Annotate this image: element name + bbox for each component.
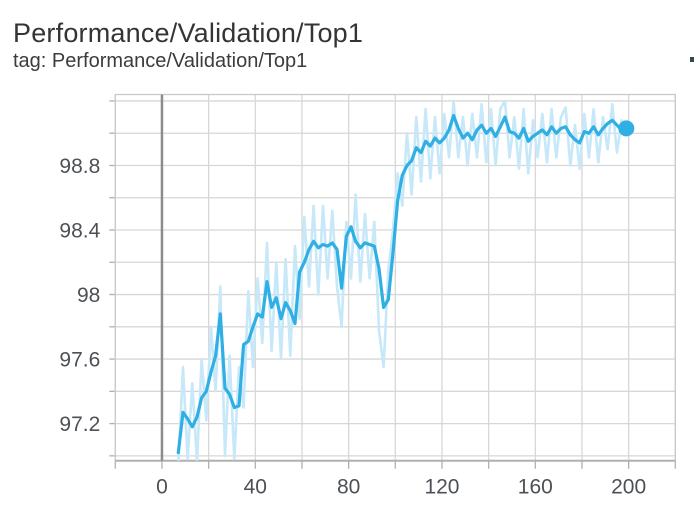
series-group [176,99,628,461]
smoothed-series-line [176,113,628,455]
card-tag: tag: Performance/Validation/Top1 [13,50,308,72]
raw-series-line [177,99,628,461]
x-tick-label: 120 [424,476,459,499]
y-tick-label: 97.2 [59,413,100,436]
card-header: Performance/Validation/Top1 tag: Perform… [13,18,363,74]
card-title: Performance/Validation/Top1 [13,18,364,48]
x-tick-label: 80 [337,476,360,499]
y-tick-label: 97.6 [59,349,100,372]
clipped-icon-fragment[interactable] [690,57,694,62]
y-tick-label: 98.8 [59,155,100,178]
x-tick-label: 40 [244,476,267,499]
x-tick-label: 200 [611,476,646,499]
final-value-dot[interactable] [618,120,635,137]
x-tick-label: 0 [156,476,168,499]
y-tick-label: 98.4 [59,220,100,243]
x-tick-label: 160 [518,476,553,499]
y-tick-label: 98 [77,284,100,307]
